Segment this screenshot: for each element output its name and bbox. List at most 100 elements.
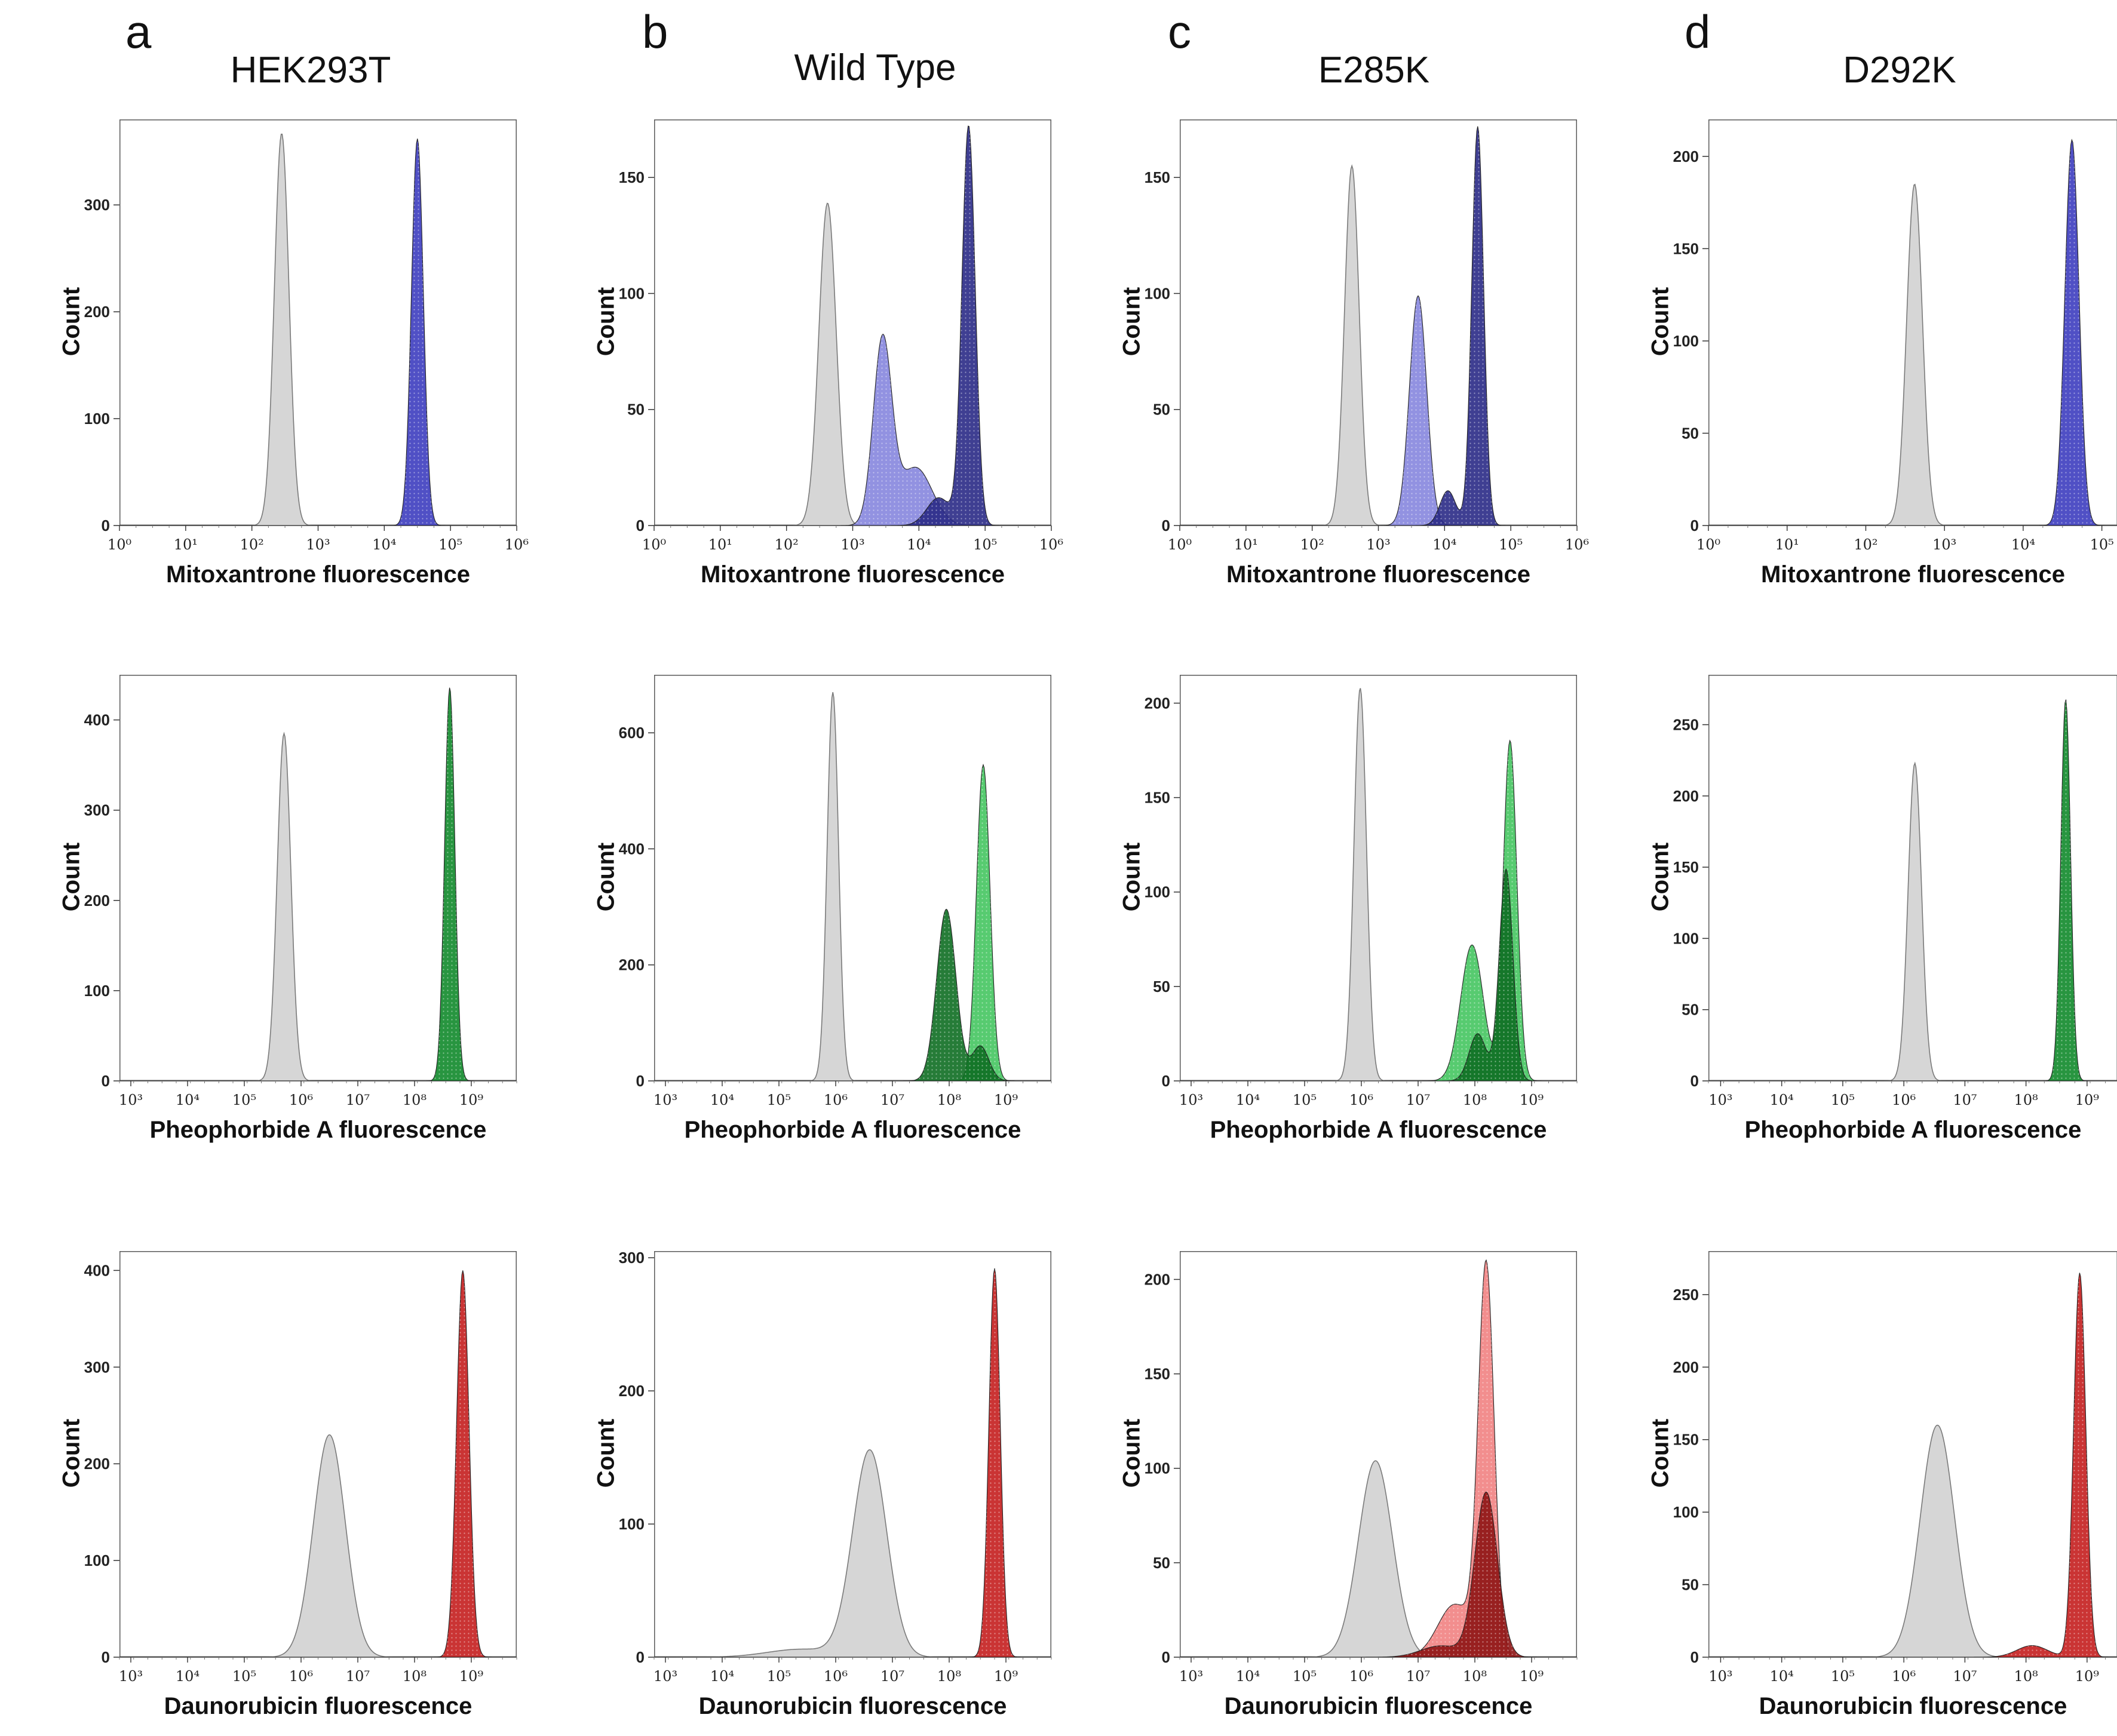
x-axis-label: Mitoxantrone fluorescence — [1226, 561, 1530, 588]
plot-frame — [119, 119, 517, 526]
y-tick-label: 0 — [636, 1072, 645, 1090]
x-tick-label: 10³ — [653, 1092, 677, 1108]
y-tick-label: 100 — [1673, 332, 1699, 350]
histogram-svg-a1: 0 100 200 300 10⁰ 10¹ 10² 10³ 10⁴ 10⁵ 10⁶ — [84, 119, 529, 553]
x-axis-label: Mitoxantrone fluorescence — [165, 561, 470, 588]
y-axis-label: Count — [1118, 842, 1145, 912]
y-tick-label: 100 — [1145, 284, 1170, 302]
x-tick-label: 10⁴ — [176, 1092, 200, 1108]
x-tick-label: 10⁶ — [289, 1668, 313, 1685]
x-tick-label: 10⁴ — [710, 1668, 734, 1685]
y-tick-label: 0 — [1690, 1648, 1699, 1666]
y-tick-label: 300 — [84, 196, 110, 214]
x-tick-label: 10² — [1300, 536, 1324, 553]
x-tick-label: 10⁴ — [907, 536, 931, 553]
histogram-c3: 0 50 100 150 200 10³ 10⁴ 10⁵ 10⁶ 10⁷ 10⁸ 10⁹ Count Da… — [1119, 1251, 1578, 1719]
plot-frame — [1180, 119, 1577, 526]
x-tick-label: 10⁵ — [232, 1668, 256, 1685]
y-axis-label: Count — [593, 287, 619, 357]
x-tick-label: 10⁸ — [403, 1092, 427, 1108]
x-tick-label: 10⁶ — [1039, 536, 1063, 553]
x-tick-label: 10⁴ — [710, 1092, 734, 1108]
x-tick-label: 10⁵ — [1293, 1092, 1317, 1108]
y-tick-label: 200 — [84, 892, 110, 910]
x-tick-label: 10⁶ — [1349, 1668, 1373, 1685]
histogram-svg-c2: 0 50 100 150 200 10³ 10⁴ 10⁵ 10⁶ 10⁷ 10⁸ 10⁹ — [1145, 675, 1578, 1108]
y-axis-label: Count — [58, 287, 85, 357]
y-tick-label: 50 — [1153, 978, 1170, 995]
histogram-c2: 0 50 100 150 200 10³ 10⁴ 10⁵ 10⁶ 10⁷ 10⁸ 10⁹ Count Ph… — [1119, 675, 1578, 1143]
x-tick-label: 10⁴ — [1236, 1668, 1260, 1685]
y-tick-label: 200 — [1673, 1358, 1699, 1376]
x-tick-label: 10⁴ — [1432, 536, 1456, 553]
y-axis-label: Count — [58, 842, 85, 912]
x-tick-label: 10¹ — [708, 536, 732, 553]
y-tick-label: 50 — [1682, 1576, 1699, 1594]
x-tick-label: 10⁴ — [2011, 536, 2035, 553]
x-tick-label: 10² — [240, 536, 264, 553]
y-axis-label: Count — [593, 842, 619, 912]
x-axis-label: Pheophorbide A fluorescence — [1210, 1117, 1547, 1143]
y-tick-label: 0 — [102, 1648, 110, 1666]
x-tick-label: 10² — [1854, 536, 1877, 553]
x-tick-label: 10⁶ — [1892, 1668, 1916, 1685]
y-tick-label: 150 — [1673, 858, 1699, 876]
x-tick-label: 10⁴ — [176, 1668, 200, 1685]
y-tick-label: 200 — [619, 1382, 645, 1400]
histogram-svg-d1: 0 50 100 150 200 10⁰ 10¹ 10² 10³ 10⁴ 10⁵ — [1673, 119, 2117, 553]
x-tick-label: 10⁴ — [372, 536, 396, 553]
x-tick-label: 10⁷ — [1406, 1092, 1430, 1108]
x-tick-label: 10⁶ — [824, 1092, 848, 1108]
y-tick-label: 200 — [1145, 694, 1170, 712]
x-tick-label: 10¹ — [174, 536, 198, 553]
histogram-svg-d2: 0 50 100 150 200 250 10³ 10⁴ 10⁵ 10⁶ 10⁷ 10⁸ 10⁹ — [1673, 675, 2117, 1108]
x-tick-label: 10⁰ — [108, 536, 131, 553]
x-tick-label: 10³ — [1708, 1092, 1732, 1108]
y-tick-label: 400 — [619, 840, 645, 858]
x-tick-label: 10⁶ — [824, 1668, 848, 1685]
x-tick-label: 10⁷ — [346, 1668, 370, 1685]
y-tick-label: 100 — [619, 284, 645, 302]
x-tick-label: 10⁸ — [937, 1092, 961, 1108]
panel-letter-c: c — [1168, 5, 1191, 58]
x-tick-label: 10⁴ — [1770, 1668, 1794, 1685]
histogram-a3: 0 100 200 300 400 10³ 10⁴ 10⁵ 10⁶ 10⁷ 10⁸ 10⁹ Count D… — [59, 1251, 517, 1719]
series-light-texture — [1180, 741, 1577, 1081]
x-tick-label: 10⁹ — [994, 1668, 1018, 1685]
series-main-texture — [1708, 699, 2117, 1081]
y-tick-label: 100 — [84, 1551, 110, 1569]
y-tick-label: 400 — [84, 711, 110, 729]
y-tick-label: 600 — [619, 724, 645, 742]
y-tick-label: 200 — [619, 956, 645, 974]
x-tick-label: 10⁸ — [2014, 1092, 2038, 1108]
x-tick-label: 10³ — [653, 1668, 677, 1685]
x-axis-label: Daunorubicin fluorescence — [698, 1693, 1007, 1719]
x-tick-label: 10³ — [1366, 536, 1390, 553]
x-tick-label: 10⁵ — [438, 536, 462, 553]
y-tick-label: 250 — [1673, 1286, 1699, 1304]
series-main-area — [119, 687, 517, 1081]
panel-letter-b: b — [642, 5, 668, 58]
x-axis-label: Daunorubicin fluorescence — [164, 1693, 473, 1719]
x-axis-label: Pheophorbide A fluorescence — [149, 1117, 487, 1143]
y-tick-label: 50 — [1682, 1001, 1699, 1019]
x-tick-label: 10³ — [1708, 1668, 1732, 1685]
y-tick-label: 0 — [1690, 517, 1699, 534]
y-tick-label: 0 — [636, 517, 645, 534]
x-axis-label: Mitoxantrone fluorescence — [1760, 561, 2065, 588]
histogram-d3: 0 50 100 150 200 250 10³ 10⁴ 10⁵ 10⁶ 10⁷ 10⁸ 10⁹ Coun… — [1647, 1251, 2117, 1719]
x-tick-label: 10⁵ — [1499, 536, 1523, 553]
column-title-wild-type: Wild Type — [794, 47, 956, 88]
y-tick-label: 150 — [1145, 1365, 1170, 1383]
histogram-svg-b3: 0 100 200 300 10³ 10⁴ 10⁵ 10⁶ 10⁷ 10⁸ 10⁹ — [619, 1249, 1052, 1685]
x-axis-label: Daunorubicin fluorescence — [1224, 1693, 1533, 1719]
y-tick-label: 200 — [1673, 148, 1699, 165]
y-tick-label: 0 — [1162, 1072, 1170, 1090]
y-tick-label: 250 — [1673, 716, 1699, 734]
x-tick-label: 10⁵ — [232, 1092, 256, 1108]
x-tick-label: 10⁶ — [289, 1092, 313, 1108]
x-tick-label: 10⁶ — [1349, 1092, 1373, 1108]
x-tick-label: 10⁸ — [937, 1668, 961, 1685]
series-main-texture — [119, 139, 517, 526]
y-tick-label: 150 — [1145, 168, 1170, 186]
